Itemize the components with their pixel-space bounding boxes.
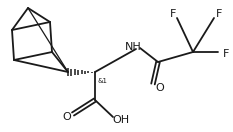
Text: OH: OH (113, 115, 130, 125)
Text: O: O (63, 112, 71, 122)
Text: F: F (223, 49, 229, 59)
Text: F: F (170, 9, 176, 19)
Text: NH: NH (125, 42, 141, 52)
Text: &1: &1 (97, 78, 107, 84)
Text: F: F (216, 9, 222, 19)
Text: O: O (156, 83, 164, 93)
